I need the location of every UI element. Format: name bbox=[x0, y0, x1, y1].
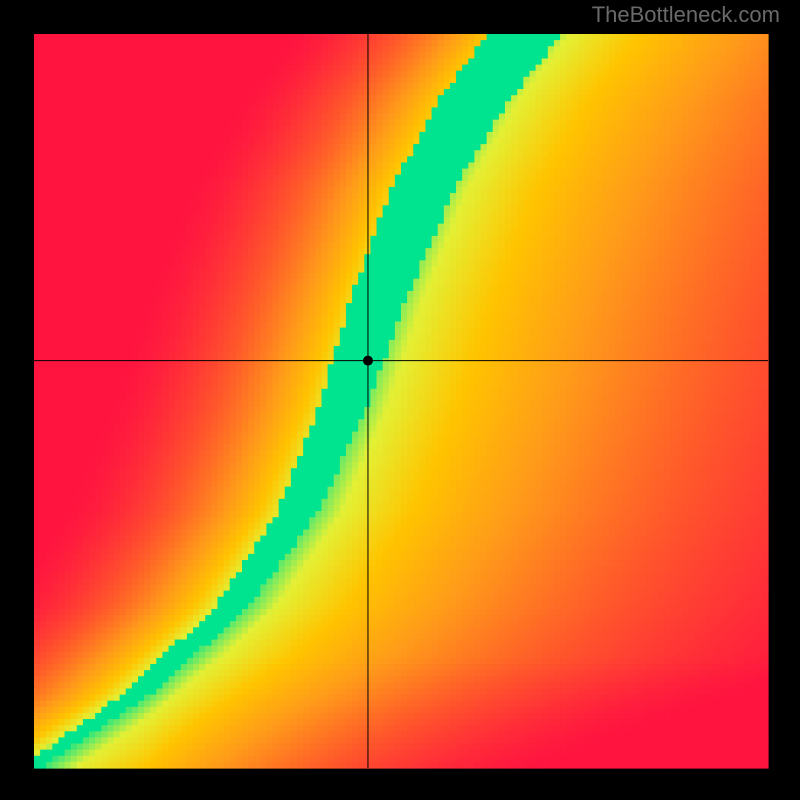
heatmap-chart bbox=[0, 0, 800, 800]
watermark-text: TheBottleneck.com bbox=[592, 2, 780, 28]
chart-container: TheBottleneck.com bbox=[0, 0, 800, 800]
